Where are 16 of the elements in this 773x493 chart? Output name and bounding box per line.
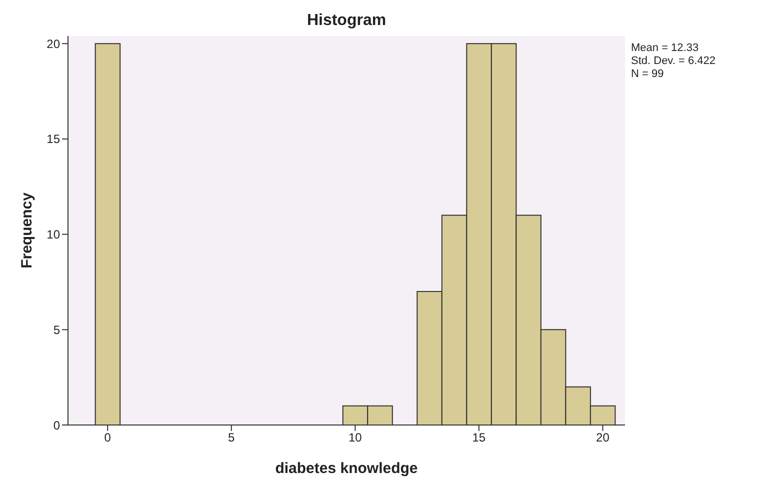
y-tick-label: 0: [53, 418, 60, 432]
x-axis-title: diabetes knowledge: [275, 460, 418, 477]
chart-title: Histogram: [306, 12, 388, 30]
x-tick-label: 0: [104, 430, 112, 445]
text: Std. Dev. = 6.422: [631, 55, 716, 68]
y-axis-title: Frequency: [18, 192, 36, 268]
x-tick-label: 20: [596, 430, 610, 445]
y-tick-label: 5: [53, 322, 60, 337]
y-tick-label: 10: [46, 228, 60, 242]
text: N = 99: [631, 68, 665, 81]
x-tick-label: 5: [228, 430, 236, 445]
x-tick-label: 10: [348, 430, 362, 445]
text: Mean = 12.33: [631, 42, 700, 55]
x-tick-label: 15: [472, 430, 486, 445]
y-tick-label: 20: [46, 36, 60, 51]
y-tick-label: 15: [46, 132, 60, 146]
